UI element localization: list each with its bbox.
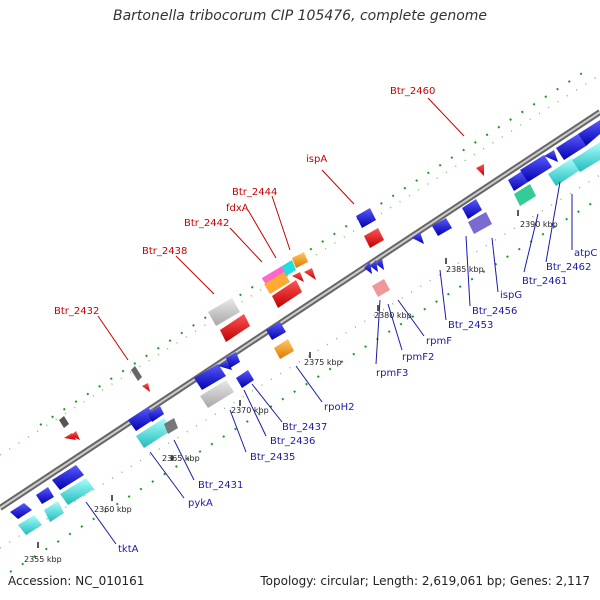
gene-blue — [52, 465, 84, 490]
label-rpmf: rpmF — [426, 336, 452, 347]
tick-marks — [37, 210, 519, 548]
dotted-track-lower — [0, 174, 600, 549]
gene-red — [364, 228, 384, 248]
accession-text: Accession: NC_010161 — [8, 574, 145, 588]
gene-gray-btr2438 — [208, 298, 240, 326]
label-tkta: tktA — [118, 544, 139, 555]
label-rpmf3: rpmF3 — [376, 368, 408, 379]
gene-cyan-atpC — [572, 142, 600, 172]
gene-small-gray — [59, 416, 69, 428]
tick-label-2370: 2370 kbp — [231, 406, 269, 415]
gene-blue — [148, 406, 164, 422]
gene-features — [10, 120, 600, 535]
gene-blue — [508, 171, 528, 191]
gene-red-arrow — [142, 383, 150, 392]
gene-blue-arrow-rpmF2 — [370, 260, 378, 272]
gene-blue — [236, 370, 254, 388]
dotted-track-bottom — [9, 197, 600, 573]
gene-purple — [468, 212, 492, 234]
label-btr-2437: Btr_2437 — [282, 422, 327, 433]
label-fdxa: fdxA — [226, 203, 249, 214]
tick-label-2380: 2380 kbp — [374, 311, 412, 320]
label-btr-2431: Btr_2431 — [198, 480, 243, 491]
tick-label-2365: 2365 kbp — [162, 454, 200, 463]
gene-pink — [372, 279, 390, 297]
gene-blue — [578, 120, 600, 146]
gene-cyan-tktA — [60, 478, 94, 505]
label-ispg: ispG — [500, 290, 522, 301]
dotted-track-top — [39, 67, 591, 426]
label-btr-2432: Btr_2432 — [54, 306, 99, 317]
label-rpoh2: rpoH2 — [324, 402, 354, 413]
gene-red — [272, 280, 302, 308]
label-btr-2442: Btr_2442 — [184, 218, 229, 229]
gene-blue — [266, 322, 286, 340]
label-btr-2444: Btr_2444 — [232, 187, 277, 198]
tick-label-2390: 2390 kbp — [520, 220, 558, 229]
gene-red-arrow — [292, 272, 304, 282]
label-btr-2462: Btr_2462 — [546, 262, 591, 273]
gene-blue-arrow-rpmF3 — [364, 262, 372, 274]
gene-cyan — [18, 515, 42, 535]
gene-red-arrow — [70, 431, 80, 440]
gene-red — [220, 314, 250, 342]
leader-lines-bottom — [85, 181, 573, 545]
gene-blue-arrow — [412, 232, 424, 244]
label-btr-2438: Btr_2438 — [142, 246, 187, 257]
gene-blue-arrow — [544, 150, 558, 162]
gene-cyan-pykA — [136, 418, 172, 448]
gene-small-gray — [131, 366, 142, 381]
gene-cyan — [44, 501, 64, 522]
tick-label-2355: 2355 kbp — [24, 555, 62, 564]
gene-blue — [226, 352, 240, 368]
gene-green — [514, 184, 536, 206]
label-btr-2436: Btr_2436 — [270, 436, 315, 447]
gene-gray — [200, 380, 234, 408]
page-title: Bartonella tribocorum CIP 105476, comple… — [112, 8, 488, 24]
gene-blue-arrow-rpmF — [376, 258, 384, 270]
leader-lines-top — [97, 97, 465, 361]
label-atpc: atpC — [574, 248, 597, 259]
tick-label-2385: 2385 kbp — [446, 265, 484, 274]
gene-red-arrow-btr2460 — [476, 164, 484, 176]
tick-label-2375: 2375 kbp — [304, 358, 342, 367]
gene-blue — [10, 503, 32, 519]
gene-blue — [36, 487, 54, 504]
gene-blue — [462, 199, 482, 219]
gene-gray — [164, 418, 178, 434]
genome-summary-text: Topology: circular; Length: 2,619,061 bp… — [260, 574, 590, 588]
gene-blue — [520, 155, 552, 182]
gene-cyan — [548, 158, 580, 186]
gene-orange — [264, 272, 290, 294]
label-rpmf2: rpmF2 — [402, 352, 434, 363]
genome-backbone-highlight — [0, 111, 600, 509]
label-pyka: pykA — [188, 498, 213, 509]
gene-blue — [194, 364, 226, 390]
gene-blue — [556, 134, 586, 160]
label-btr-2435: Btr_2435 — [250, 452, 295, 463]
gene-blue — [128, 407, 156, 431]
gene-blue — [432, 218, 452, 236]
label-btr-2461: Btr_2461 — [522, 276, 567, 287]
tick-label-2360: 2360 kbp — [94, 505, 132, 514]
gene-orange — [292, 252, 308, 268]
label-btr-2456: Btr_2456 — [472, 306, 517, 317]
gene-cyan-fdxA — [282, 260, 296, 276]
label-btr-2453: Btr_2453 — [448, 320, 493, 331]
label-ispa: ispA — [306, 154, 327, 165]
gene-orange-rpoH2 — [274, 339, 294, 359]
label-btr-2460: Btr_2460 — [390, 86, 435, 97]
gene-red-arrow — [304, 268, 316, 280]
gene-blue-ispA — [356, 208, 376, 228]
